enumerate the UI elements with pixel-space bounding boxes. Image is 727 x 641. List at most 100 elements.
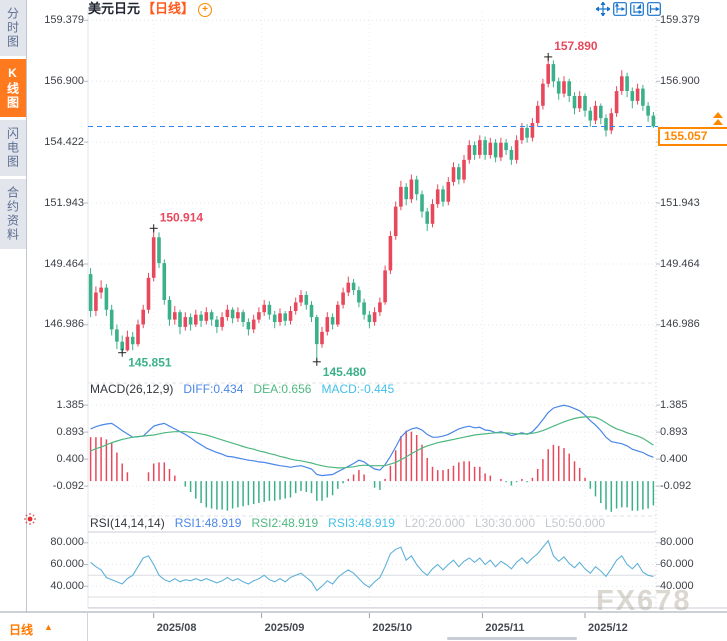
candle	[635, 88, 640, 101]
y-axis-label: 60.000	[50, 558, 84, 570]
rsi1-value: RSI1:48.919	[174, 516, 242, 530]
move-cross-icon[interactable]	[596, 2, 610, 16]
candle	[425, 211, 429, 224]
candle	[577, 96, 582, 109]
rsi3-value: RSI3:48.919	[328, 516, 395, 530]
candle	[620, 76, 624, 91]
add-indicator-icon[interactable]: +	[198, 3, 213, 17]
candle	[546, 64, 550, 84]
candle	[178, 312, 182, 327]
y-axis-label: 40.000	[50, 579, 84, 592]
candle	[246, 322, 251, 330]
candle	[457, 167, 461, 180]
candle	[651, 115, 656, 127]
candle	[383, 270, 387, 303]
candle	[493, 142, 498, 158]
candle	[299, 295, 303, 303]
y-axis-label: 149.464	[660, 257, 700, 270]
svg-text:145.851: 145.851	[128, 356, 172, 370]
macd-params: MACD(26,12,9)	[90, 382, 174, 396]
current-price-badge: 155.057	[658, 127, 727, 147]
rsi-params: RSI(14,14,14)	[90, 516, 165, 530]
candle	[488, 142, 493, 155]
sidebar-item-flash-chart[interactable]: 闪电图	[0, 120, 26, 176]
candle	[625, 76, 629, 91]
candle	[567, 81, 571, 96]
candle	[209, 312, 214, 320]
rsi-l50-value: L50:50.000	[545, 516, 606, 530]
candle	[446, 182, 451, 202]
macd-bar-value: MACD:-0.445	[321, 382, 395, 396]
macd-histogram	[89, 430, 655, 512]
rsi-header: RSI(14,14,14) RSI1:48.919 RSI2:48.919 RSI3:…	[90, 517, 615, 530]
candle	[109, 309, 114, 330]
macd-header: MACD(26,12,9) DIFF:0.434 DEA:0.656 MACD:-0.…	[90, 383, 404, 396]
candle	[483, 140, 487, 155]
rsi-l30-value: L30:30.000	[474, 516, 535, 530]
candle	[562, 81, 566, 94]
candle	[315, 317, 319, 345]
candle	[609, 113, 614, 131]
y-axis-label: 159.379	[44, 13, 84, 26]
candle	[551, 64, 556, 82]
pan-right-icon[interactable]	[647, 2, 661, 16]
price-annotation: 145.480	[312, 357, 367, 379]
y-axis-label: 0.400	[56, 452, 84, 465]
candle	[262, 304, 266, 313]
y-axis-label: 60.000	[660, 558, 694, 570]
indicator-alert-icon[interactable]	[23, 512, 37, 526]
candle	[504, 142, 508, 151]
sidebar-item-kline-chart[interactable]: K线图	[0, 59, 26, 117]
y-axis-label: -0.092	[660, 479, 692, 492]
sidebar-item-label: K线图	[5, 66, 20, 110]
sidebar: 分时图 K线图 闪电图 合约资料	[0, 0, 27, 612]
y-axis-label: 0.400	[660, 452, 688, 465]
candle	[199, 314, 203, 321]
candle	[472, 145, 477, 155]
y-axis-label: 0.893	[660, 425, 688, 438]
macd-diff-value: DIFF:0.434	[183, 382, 244, 396]
candle	[267, 304, 272, 315]
y-axis-label: 146.986	[44, 318, 84, 331]
chart-toolbar	[596, 2, 661, 16]
candle	[320, 331, 324, 345]
y-axis-label: 159.379	[660, 13, 700, 26]
candle	[441, 189, 445, 202]
sidebar-item-time-chart[interactable]: 分时图	[0, 0, 26, 56]
candle	[304, 295, 309, 305]
rsi-line	[90, 539, 654, 592]
candle	[420, 194, 424, 212]
candle	[435, 189, 440, 205]
candle	[215, 319, 219, 327]
candle	[409, 179, 414, 200]
candle	[325, 317, 330, 332]
candle	[430, 204, 435, 224]
candle	[204, 312, 209, 321]
y-axis-label: -0.092	[52, 479, 84, 492]
fit-left-axis-icon[interactable]	[613, 2, 627, 16]
candle	[230, 309, 235, 319]
candle	[614, 91, 619, 114]
y-axis-label: 40.000	[660, 579, 694, 592]
svg-text:145.480: 145.480	[323, 365, 367, 379]
rsi-l20-value: L20:20.000	[404, 516, 465, 530]
svg-text:150.914: 150.914	[160, 210, 204, 224]
y-axis-label: 154.422	[44, 135, 84, 148]
period-tab[interactable]: 日线 ▲	[0, 613, 88, 641]
candle	[88, 274, 93, 311]
candle	[220, 317, 224, 327]
candle	[525, 127, 529, 138]
price-up-arrows-icon	[713, 112, 723, 126]
price-annotation: 150.914	[149, 210, 204, 233]
candle	[162, 263, 167, 300]
candle	[588, 110, 593, 121]
sidebar-item-contract-info[interactable]: 合约资料	[0, 179, 26, 249]
horizontal-scrollbar-thumb[interactable]	[447, 637, 577, 640]
candle	[236, 312, 240, 319]
candle	[630, 91, 635, 101]
fit-right-axis-icon[interactable]	[630, 2, 644, 16]
y-axis-label: 80.000	[50, 536, 84, 549]
candles-layer	[88, 56, 656, 362]
